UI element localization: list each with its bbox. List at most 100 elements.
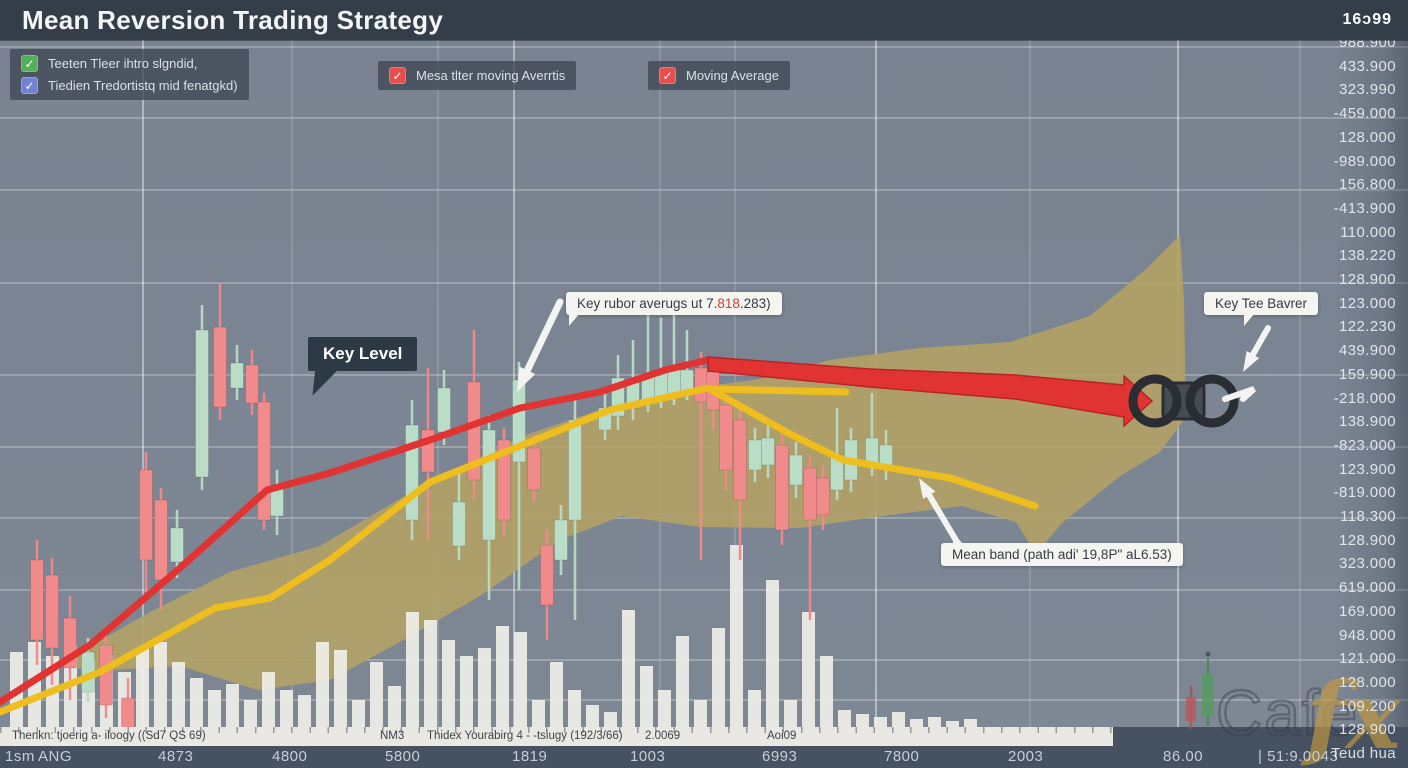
- candlestick: [761, 437, 775, 466]
- check-icon: ✓: [392, 68, 403, 83]
- header-price-value: 16ɔ99: [1342, 11, 1392, 28]
- candlestick: [482, 429, 496, 541]
- volume-bar: [802, 612, 815, 727]
- candlestick: [270, 487, 284, 517]
- volume-bar: [262, 672, 275, 727]
- candlestick: [405, 424, 419, 521]
- volume-bar: [964, 719, 977, 727]
- candlestick: [213, 326, 227, 408]
- volume-bar: [874, 717, 887, 727]
- volume-bar: [748, 690, 761, 727]
- candlestick: [748, 439, 762, 471]
- axis-info-text: Thidex Yourabirg 4 - -tsiugy (192/3/66): [427, 730, 623, 742]
- checkbox-red[interactable]: ✓: [389, 67, 406, 84]
- annotation-arrow-head: [919, 478, 936, 499]
- volume-bar: [676, 636, 689, 727]
- axis-value-text: | 51:9.0043: [1258, 748, 1339, 765]
- candlestick: [816, 477, 830, 516]
- volume-bar: [424, 620, 437, 727]
- axis-value-text: 1sm: [5, 748, 35, 765]
- legend-item: ✓ Mesa tlter moving Averrtis: [389, 67, 565, 84]
- candlestick: [527, 447, 541, 491]
- volume-bar: [514, 632, 527, 727]
- volume-bar: [550, 662, 563, 727]
- volume-bar: [190, 678, 203, 727]
- page-title: Mean Reversion Trading Strategy: [22, 4, 444, 35]
- candlestick: [139, 469, 153, 561]
- axis-value-text: 4800: [272, 748, 308, 765]
- legend-panel-mean-filter: ✓ Mesa tlter moving Averrtis: [378, 61, 577, 90]
- volume-bar: [658, 690, 671, 727]
- volume-bar: [244, 700, 257, 727]
- mean-band-area: [75, 235, 1186, 690]
- volume-bar: [370, 662, 383, 727]
- annotation-arrow: [926, 492, 960, 545]
- volume-bar: [208, 690, 221, 727]
- x-axis-values-row: 1sm ANG 4873 4800 5800 1819 1003 6993 7800 2003 86…: [0, 746, 1408, 768]
- candlestick: [230, 362, 244, 389]
- annotation-arrow: [1249, 325, 1271, 358]
- candlestick: [257, 401, 271, 521]
- volume-bar: [406, 612, 419, 727]
- candlestick: [467, 381, 481, 481]
- checkbox-red[interactable]: ✓: [659, 67, 676, 84]
- volume-bar: [136, 648, 149, 727]
- legend-item: ✓ Moving Average: [659, 67, 779, 84]
- volume-bar: [856, 714, 869, 727]
- legend-label: Mesa tlter moving Averrtis: [416, 68, 566, 83]
- candlestick: [540, 544, 554, 606]
- volume-bar: [568, 690, 581, 727]
- volume-bar: [154, 642, 167, 727]
- axis-value-text: 1819: [512, 748, 548, 765]
- callout-mean-band: Mean band (path adi' 19,8P" aL6.53): [941, 533, 1183, 566]
- axis-info-text: 2.0069: [645, 730, 681, 742]
- axis-value-text: 4873: [158, 748, 194, 765]
- volume-bar: [622, 610, 635, 727]
- volume-bar: [712, 628, 725, 727]
- volume-bar: [892, 712, 905, 727]
- legend-label: Teeten Tleer ihtro slgndid,: [48, 56, 198, 71]
- volume-bar: [172, 662, 185, 727]
- check-icon: ✓: [662, 68, 673, 83]
- volume-bar: [442, 640, 455, 727]
- mean-filter-branch-line: [706, 385, 850, 396]
- checkbox-green[interactable]: ✓: [21, 55, 38, 72]
- volume-bar: [280, 690, 293, 727]
- legend-item: ✓ Teeten Tleer ihtro slgndid,: [21, 55, 238, 72]
- candlestick: [195, 329, 209, 478]
- candlestick: [803, 467, 817, 521]
- volume-bar: [604, 712, 617, 727]
- checkbox-blue[interactable]: ✓: [21, 77, 38, 94]
- trend-link-ring[interactable]: [1185, 374, 1239, 428]
- candlestick: [437, 387, 451, 433]
- annotation-arrow-head: [517, 366, 536, 392]
- volume-bar: [334, 650, 347, 727]
- volume-bar: [730, 545, 743, 727]
- candlestick: [733, 419, 747, 501]
- trend-link-ring[interactable]: [1128, 374, 1182, 428]
- candlestick: [170, 527, 184, 563]
- callout-key-level: Key Level: [308, 337, 418, 399]
- callout-tail: [1244, 313, 1255, 326]
- axis-value-text: 7800: [884, 748, 920, 765]
- flag-ribbon: [1222, 386, 1257, 402]
- axis-value-text: 5800: [385, 748, 421, 765]
- volume-bar: [586, 705, 599, 727]
- axis-value-text: 2003: [1008, 748, 1044, 765]
- annotation-arrow: [523, 298, 564, 374]
- axis-tick-marks: [0, 727, 1113, 733]
- callout-tail: [312, 365, 340, 399]
- candlestick: [719, 404, 733, 471]
- volume-bar: [226, 684, 239, 727]
- volume-bar: [946, 721, 959, 727]
- volume-bar: [352, 700, 365, 727]
- check-icon: ✓: [24, 56, 35, 71]
- axis-value-text: 86.00: [1163, 748, 1204, 765]
- candlestick: [452, 501, 466, 547]
- mean-filter-line: [0, 384, 1039, 716]
- candlestick: [497, 439, 511, 521]
- annotation-arrow-head: [1243, 351, 1260, 372]
- callout-text: Key Level: [323, 344, 403, 363]
